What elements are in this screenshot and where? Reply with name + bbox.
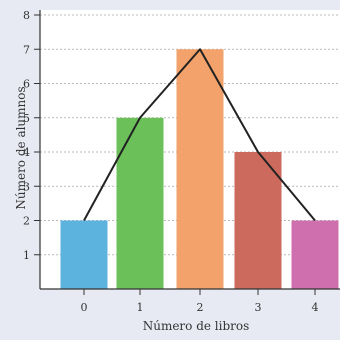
- y-tick-label-2: 2: [23, 215, 30, 228]
- x-tick-label-0: 0: [81, 301, 88, 314]
- x-axis-label: Número de libros: [143, 319, 250, 333]
- y-tick-label-3: 3: [23, 180, 30, 193]
- y-tick-label-6: 6: [23, 78, 30, 91]
- bar-0: [60, 220, 108, 289]
- x-tick-label-3: 3: [255, 301, 262, 314]
- frequency-polygon-line: [83, 48, 316, 222]
- y-ticks: 1 2 3 4 5 6 7 8: [23, 9, 40, 262]
- bar-1: [116, 117, 164, 289]
- x-ticks: 0 1 2 3 4: [81, 289, 319, 314]
- y-tick-label-4: 4: [23, 146, 30, 159]
- y-tick-label-8: 8: [23, 9, 30, 22]
- y-axis-label: Número de alumnos: [14, 86, 28, 209]
- x-tick-label-2: 2: [197, 301, 204, 314]
- bars: [60, 49, 339, 289]
- bar-4: [291, 220, 339, 289]
- y-tick-label-1: 1: [23, 249, 30, 262]
- x-tick-label-1: 1: [137, 301, 144, 314]
- frequency-polygon: [83, 48, 316, 222]
- bar-2: [176, 49, 224, 289]
- y-tick-label-5: 5: [23, 112, 30, 125]
- y-tick-label-7: 7: [23, 43, 30, 56]
- bar-3: [234, 152, 282, 289]
- axes: [39, 10, 340, 290]
- x-tick-label-4: 4: [312, 301, 319, 314]
